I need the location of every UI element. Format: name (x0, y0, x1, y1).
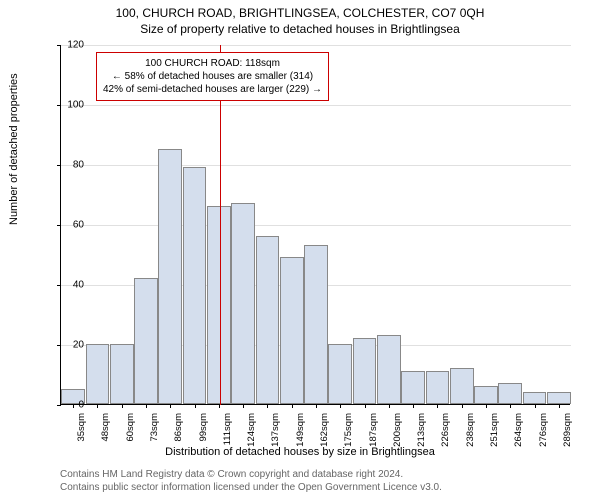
x-tick-label: 149sqm (295, 413, 306, 453)
x-tick-label: 99sqm (198, 413, 209, 453)
histogram-bar (207, 206, 231, 404)
x-tick-label: 60sqm (125, 413, 136, 453)
histogram-bar (280, 257, 304, 404)
x-tick-label: 111sqm (222, 413, 233, 453)
annotation-line3: 42% of semi-detached houses are larger (… (103, 83, 322, 96)
x-tick-mark (437, 404, 438, 408)
x-tick-mark (316, 404, 317, 408)
x-tick-mark (389, 404, 390, 408)
x-tick-label: 73sqm (149, 413, 160, 453)
x-tick-mark (413, 404, 414, 408)
histogram-bar (158, 149, 182, 404)
histogram-bar (110, 344, 134, 404)
attribution-text: Contains HM Land Registry data © Crown c… (60, 468, 442, 494)
x-tick-label: 251sqm (489, 413, 500, 453)
x-tick-mark (462, 404, 463, 408)
y-tick-mark (57, 45, 61, 46)
x-tick-mark (170, 404, 171, 408)
gridline (61, 165, 571, 166)
x-tick-mark (73, 404, 74, 408)
y-tick-mark (57, 105, 61, 106)
annotation-line2: ← 58% of detached houses are smaller (31… (103, 70, 322, 83)
histogram-bar (450, 368, 474, 404)
y-tick-label: 20 (73, 340, 84, 351)
histogram-bar (377, 335, 401, 404)
attribution-line2: Contains public sector information licen… (60, 481, 442, 494)
x-tick-mark (267, 404, 268, 408)
x-tick-mark (195, 404, 196, 408)
x-tick-label: 276sqm (538, 413, 549, 453)
x-tick-label: 238sqm (465, 413, 476, 453)
gridline (61, 225, 571, 226)
histogram-bar (426, 371, 450, 404)
histogram-bar (256, 236, 280, 404)
x-tick-mark (559, 404, 560, 408)
gridline (61, 105, 571, 106)
chart-title-sub: Size of property relative to detached ho… (0, 22, 600, 36)
y-tick-mark (57, 165, 61, 166)
histogram-bar (86, 344, 110, 404)
histogram-bar (231, 203, 255, 404)
x-tick-mark (486, 404, 487, 408)
x-tick-label: 162sqm (319, 413, 330, 453)
y-tick-label: 80 (73, 160, 84, 171)
histogram-bar (353, 338, 377, 404)
y-axis-label: Number of detached properties (8, 73, 20, 225)
x-tick-label: 86sqm (173, 413, 184, 453)
chart-title-main: 100, CHURCH ROAD, BRIGHTLINGSEA, COLCHES… (0, 6, 600, 20)
histogram-bar (547, 392, 571, 404)
x-tick-mark (292, 404, 293, 408)
histogram-bar (183, 167, 207, 404)
x-tick-mark (146, 404, 147, 408)
x-tick-label: 200sqm (392, 413, 403, 453)
x-tick-label: 289sqm (562, 413, 573, 453)
x-tick-label: 226sqm (440, 413, 451, 453)
x-tick-mark (510, 404, 511, 408)
y-tick-label: 120 (67, 40, 84, 51)
x-tick-label: 187sqm (368, 413, 379, 453)
x-tick-mark (340, 404, 341, 408)
histogram-bar (401, 371, 425, 404)
x-tick-label: 264sqm (513, 413, 524, 453)
x-tick-label: 213sqm (416, 413, 427, 453)
histogram-bar (328, 344, 352, 404)
plot-area: 100 CHURCH ROAD: 118sqm← 58% of detached… (60, 45, 570, 405)
histogram-bar (498, 383, 522, 404)
x-tick-label: 175sqm (343, 413, 354, 453)
chart-container: 100 CHURCH ROAD: 118sqm← 58% of detached… (60, 45, 570, 405)
attribution-line1: Contains HM Land Registry data © Crown c… (60, 468, 442, 481)
y-tick-label: 0 (78, 400, 84, 411)
y-tick-label: 100 (67, 100, 84, 111)
x-tick-label: 137sqm (270, 413, 281, 453)
x-tick-mark (122, 404, 123, 408)
x-tick-mark (365, 404, 366, 408)
y-tick-label: 40 (73, 280, 84, 291)
histogram-bar (304, 245, 328, 404)
gridline (61, 45, 571, 46)
y-tick-mark (57, 345, 61, 346)
y-tick-mark (57, 285, 61, 286)
x-tick-label: 48sqm (100, 413, 111, 453)
y-tick-mark (57, 225, 61, 226)
annotation-line1: 100 CHURCH ROAD: 118sqm (103, 57, 322, 70)
x-tick-label: 35sqm (76, 413, 87, 453)
histogram-bar (523, 392, 547, 404)
x-tick-mark (97, 404, 98, 408)
x-tick-mark (243, 404, 244, 408)
histogram-bar (134, 278, 158, 404)
y-tick-label: 60 (73, 220, 84, 231)
histogram-bar (474, 386, 498, 404)
x-tick-label: 124sqm (246, 413, 257, 453)
y-tick-mark (57, 405, 61, 406)
annotation-box: 100 CHURCH ROAD: 118sqm← 58% of detached… (96, 52, 329, 101)
x-tick-mark (535, 404, 536, 408)
